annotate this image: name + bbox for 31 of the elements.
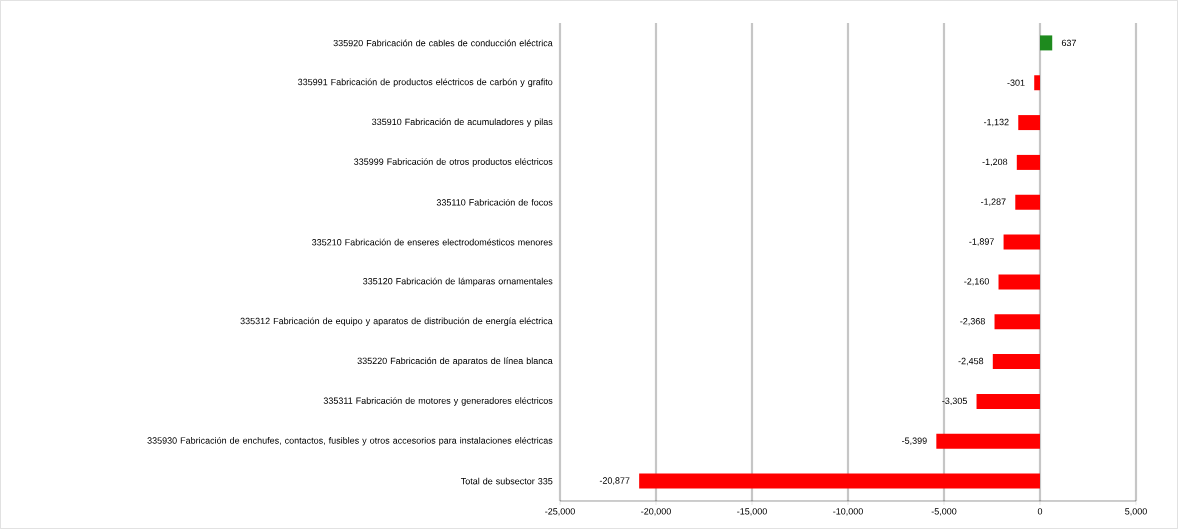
x-tick-label: -15,000 (737, 508, 767, 516)
data-label: -20,877 (599, 477, 630, 485)
y-tick-label: 335120 Fabricación de lámparas ornamentales (363, 277, 553, 287)
data-label: -1,132 (983, 118, 1009, 127)
data-label: -5,399 (902, 437, 927, 445)
data-label: -301 (1007, 79, 1025, 86)
data-label: -1,897 (969, 238, 994, 246)
y-tick-label: 335991 Fabricación de productos eléctricos de carbón y grafito (298, 78, 553, 87)
data-label: -2,368 (960, 318, 985, 326)
x-tick-label: -20,000 (641, 508, 671, 516)
x-tick-label: -10,000 (833, 508, 863, 516)
y-tick-label: 335220 Fabricación de aparatos de línea blanca (357, 357, 553, 366)
x-tick-label: -25,000 (545, 508, 575, 516)
y-tick-label: 335999 Fabricación de otros productos eléctricos (354, 158, 553, 167)
y-tick-label: 335312 Fabricación de equipo y aparatos de distribución de energía eléctrica (240, 317, 553, 326)
y-tick-label: 335311 Fabricación de motores y generadores eléctricos (323, 397, 553, 406)
y-tick-label: 335910 Fabricación de acumuladores y pilas (372, 118, 553, 127)
y-tick-label: 335110 Fabricación de focos (436, 198, 553, 206)
x-tick-label: 0 (1037, 508, 1043, 515)
x-tick-label: -5,000 (931, 508, 957, 516)
y-tick-label: Total de subsector 335 (460, 477, 553, 485)
y-tick-label: 335930 Fabricación de enchufes, contactos, fusibles y otros accesorios para instalaciones eléctricas (147, 436, 553, 446)
y-tick-label: 335210 Fabricación de enseres electrodomésticos menores (312, 238, 553, 246)
data-label: -1,208 (982, 158, 1008, 167)
data-label: -2,458 (958, 357, 984, 366)
data-label: -1,287 (980, 198, 1006, 206)
data-label: -3,305 (942, 397, 967, 406)
y-tick-label: 335920 Fabricación de cables de conducción eléctrica (333, 39, 553, 47)
data-label: -2,160 (964, 278, 989, 286)
data-label: 637 (1061, 39, 1076, 47)
x-tick-label: 5,000 (1125, 508, 1147, 516)
